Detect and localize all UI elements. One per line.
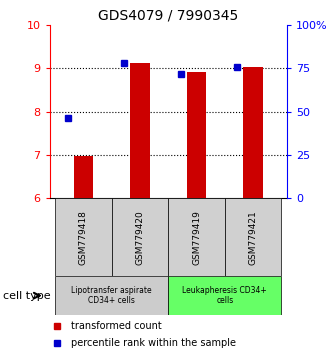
Bar [130,63,150,198]
Bar [74,156,93,198]
Bar [187,72,207,198]
Text: Leukapheresis CD34+
cells: Leukapheresis CD34+ cells [182,286,267,305]
Text: percentile rank within the sample: percentile rank within the sample [71,338,236,348]
Text: cell type: cell type [3,291,51,301]
Text: GSM779419: GSM779419 [192,210,201,265]
Text: GSM779418: GSM779418 [79,210,88,265]
Text: transformed count: transformed count [71,321,162,331]
Bar [243,67,263,198]
Text: GSM779420: GSM779420 [136,210,145,264]
Bar [225,198,281,276]
Text: Lipotransfer aspirate
CD34+ cells: Lipotransfer aspirate CD34+ cells [71,286,152,305]
Bar [168,198,225,276]
Bar [55,198,112,276]
Bar [112,198,168,276]
Bar [55,276,168,315]
Text: GSM779421: GSM779421 [249,210,258,264]
Title: GDS4079 / 7990345: GDS4079 / 7990345 [98,8,238,22]
Bar [168,276,281,315]
